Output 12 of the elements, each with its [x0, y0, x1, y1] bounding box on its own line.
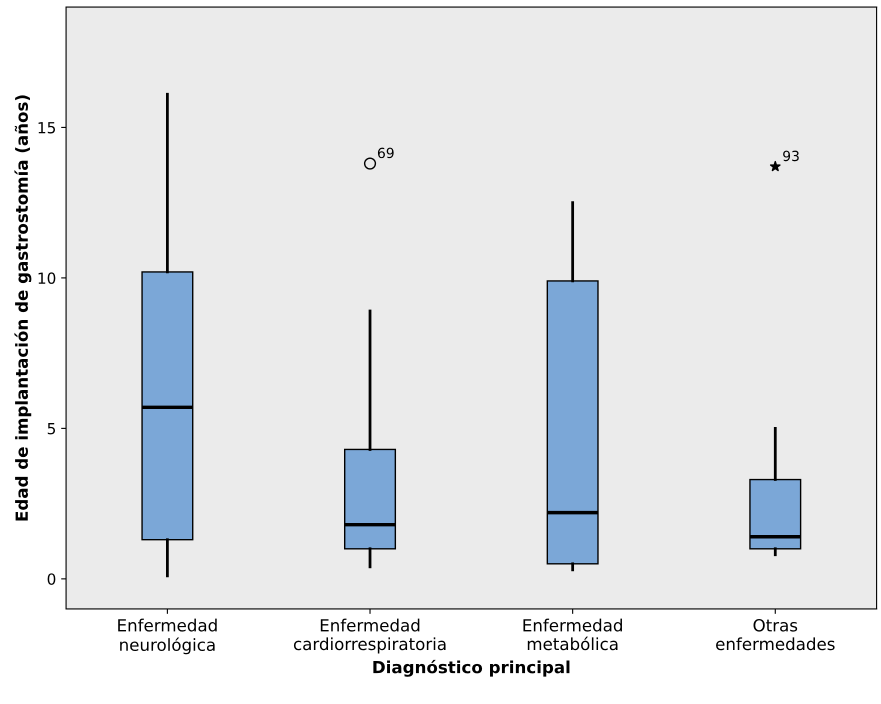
x-tick-label: Enfermedad cardiorrespiratoria	[294, 618, 446, 654]
x-tick-label: Enfermedad metabólica	[523, 618, 622, 650]
annotation: 93	[783, 150, 799, 162]
x-axis-title: Diagnóstico principal	[373, 660, 570, 677]
y-tick-label: 5	[48, 423, 56, 434]
annotation: 69	[378, 148, 394, 158]
y-tick-label: 10	[38, 272, 56, 284]
x-tick-label: Otras enfermedades	[716, 618, 835, 650]
x-tick-label: Enfermedad neurológica	[118, 618, 217, 654]
y-axis-title: Edad de implantación de gastrostomía (años)	[14, 95, 32, 520]
y-tick-label: 0	[48, 573, 56, 585]
y-tick-label: 15	[38, 122, 56, 134]
